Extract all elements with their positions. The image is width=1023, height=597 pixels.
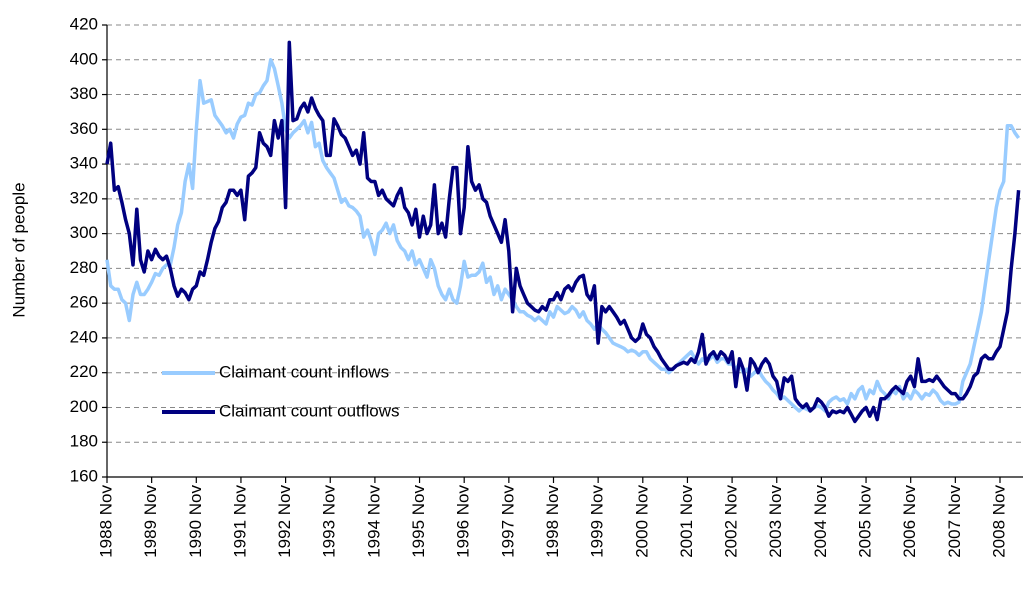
y-tick-label: 320 [70,188,98,207]
x-tick-label: 1988 Nov [96,485,115,558]
x-tick-label: 2003 Nov [766,485,785,558]
x-tick-label: 1993 Nov [320,485,339,558]
y-tick-label: 340 [70,154,98,173]
x-tick-label: 2001 Nov [677,485,696,558]
y-tick-label: 280 [70,258,98,277]
x-tick-label: 1990 Nov [186,485,205,558]
series-line [105,58,1021,413]
x-tick-label: 1996 Nov [454,485,473,558]
x-tick-label: 1997 Nov [498,485,517,558]
x-tick-label: 1991 Nov [230,485,249,558]
x-tick-label: 1989 Nov [141,485,160,558]
x-tick-label: 2005 Nov [856,485,875,558]
x-tick-label: 2007 Nov [945,485,964,558]
x-tick-label: 2004 Nov [811,485,830,558]
x-tick-label: 2008 Nov [989,485,1008,558]
y-tick-label: 260 [70,293,98,312]
y-tick-label: 360 [70,119,98,138]
y-tick-label: 400 [70,49,98,68]
y-tick-label: 240 [70,327,98,346]
y-tick-label: 300 [70,223,98,242]
y-tick-label: 220 [70,362,98,381]
x-tick-label: 1994 Nov [364,485,383,558]
y-tick-label: 380 [70,84,98,103]
legend-label: Claimant count inflows [219,362,389,381]
x-tick-label: 1999 Nov [588,485,607,558]
y-tick-label: 160 [70,466,98,485]
x-tick-label: 1998 Nov [543,485,562,558]
y-tick-label: 200 [70,397,98,416]
x-tick-label: 2006 Nov [900,485,919,558]
y-tick-label: 420 [70,14,98,33]
x-tick-label: 2002 Nov [722,485,741,558]
x-tick-label: 1995 Nov [409,485,428,558]
legend-label: Claimant count outflows [219,401,399,420]
x-tick-label: 1992 Nov [275,485,294,558]
x-tick-label: 2000 Nov [632,485,651,558]
series-line [105,40,1021,424]
y-axis-label: Number of people [9,182,28,317]
y-tick-label: 180 [70,432,98,451]
